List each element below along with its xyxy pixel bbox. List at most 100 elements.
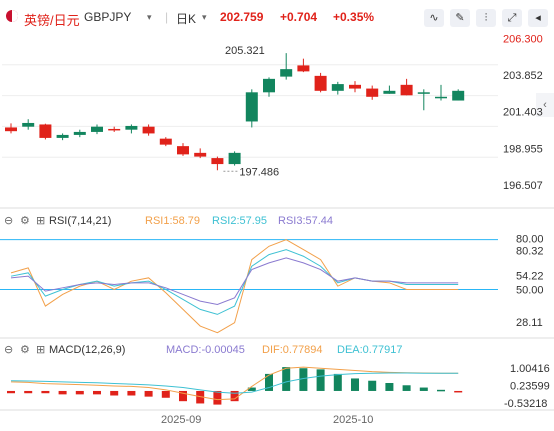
macd-histogram-bar bbox=[7, 390, 15, 394]
rsi-panel-header: ⊖ ⚙ ⊞ RSI(7,14,21) RSI1:58.79 RSI2:57.95… bbox=[4, 215, 333, 227]
rsi-tick-label: 50.00 bbox=[516, 284, 544, 296]
price-tick-label: 198.955 bbox=[503, 143, 543, 155]
header-divider: | bbox=[165, 10, 169, 24]
draw-icon[interactable]: ✎ bbox=[450, 9, 470, 27]
macd-name: MACD(12,26,9) bbox=[49, 344, 125, 356]
macd-histogram-bar bbox=[265, 373, 273, 391]
candle-body bbox=[417, 92, 430, 94]
symbol-label[interactable]: GBPJPY bbox=[84, 10, 132, 24]
rsi-series-line-rsi2 bbox=[10, 249, 459, 315]
macd-histogram-bar bbox=[161, 390, 170, 398]
price-change-pct: +0.35% bbox=[333, 10, 375, 24]
macd-histogram-bar bbox=[24, 390, 33, 394]
high-annotation-label: 205.321 bbox=[225, 45, 265, 57]
dea-value: DEA:0.77917 bbox=[337, 344, 402, 356]
macd-histogram-bar bbox=[144, 390, 153, 397]
macd-dif-line bbox=[10, 366, 459, 401]
macd-histogram-bar bbox=[247, 387, 256, 391]
price-tick-label: 201.403 bbox=[503, 107, 543, 119]
candle-body bbox=[366, 88, 379, 97]
dif-value: DIF:0.77894 bbox=[262, 344, 323, 356]
macd-histogram-bar bbox=[213, 390, 222, 405]
pair-label[interactable]: 英镑/日元 bbox=[24, 13, 80, 28]
price-change: +0.704 bbox=[280, 10, 318, 24]
symbol-chevron-down-icon[interactable]: ▾ bbox=[147, 12, 152, 22]
macd-table-icon[interactable]: ⊞ bbox=[36, 344, 45, 356]
candle-body bbox=[228, 152, 241, 165]
macd-tick-label: 0.23599 bbox=[510, 381, 550, 393]
candle-body bbox=[331, 84, 344, 91]
price-tick-label: 206.300 bbox=[503, 33, 543, 45]
price-tick-label: 196.507 bbox=[503, 180, 543, 192]
candle-body bbox=[245, 92, 258, 122]
date-tick-label: 2025-09 bbox=[161, 414, 201, 426]
candle-body bbox=[5, 127, 17, 132]
price-axis: 206.300 203.852 201.403 198.955 196.507 bbox=[503, 33, 543, 191]
candle-body bbox=[108, 128, 121, 131]
macd-settings-gear-icon[interactable]: ⚙ bbox=[20, 344, 30, 356]
macd-histogram-bar bbox=[385, 383, 394, 391]
candle-body bbox=[73, 131, 86, 135]
macd-value: MACD:-0.00045 bbox=[166, 344, 245, 356]
rsi-settings-gear-icon[interactable]: ⚙ bbox=[20, 215, 30, 227]
macd-tick-label: 1.00416 bbox=[510, 363, 550, 375]
macd-histogram-bar bbox=[110, 390, 119, 396]
fullscreen-icon[interactable]: ⤢ bbox=[502, 9, 522, 27]
macd-histogram-bar bbox=[93, 390, 101, 395]
candle-body bbox=[452, 90, 465, 101]
candle-body bbox=[159, 138, 172, 145]
date-axis: 2025-09 2025-10 bbox=[161, 414, 373, 426]
macd-histogram-bar bbox=[127, 390, 136, 396]
rsi1-value: RSI1:58.79 bbox=[145, 215, 200, 227]
rsi2-value: RSI2:57.95 bbox=[212, 215, 267, 227]
macd-hide-icon[interactable]: ⊖ bbox=[4, 344, 13, 356]
macd-histogram-bar bbox=[58, 390, 67, 395]
candlestick-series bbox=[5, 53, 465, 171]
candle-body bbox=[297, 65, 310, 72]
rsi-hide-icon[interactable]: ⊖ bbox=[4, 215, 13, 227]
price-annotations: 205.321 197.486 bbox=[223, 45, 279, 178]
rsi-table-icon[interactable]: ⊞ bbox=[36, 215, 45, 227]
indicator-icon[interactable]: ∿ bbox=[424, 9, 444, 27]
gbp-flag-icon bbox=[6, 10, 18, 22]
rsi-tick-label: 80.00 bbox=[516, 234, 544, 246]
candle-body bbox=[263, 78, 275, 93]
chart-header: 英镑/日元 GBPJPY ▾ | 日K ▾ 202.759 +0.704 +0.… bbox=[0, 0, 554, 34]
macd-histogram-bar bbox=[368, 380, 377, 391]
compare-icon[interactable]: ⫶ bbox=[476, 9, 496, 27]
candle-body bbox=[56, 134, 69, 138]
collapse-icon[interactable]: ◂ bbox=[528, 9, 548, 27]
candle-body bbox=[91, 126, 103, 132]
price-tick-label: 203.852 bbox=[503, 70, 543, 82]
macd-histogram-bar bbox=[299, 368, 308, 391]
macd-histogram-bar bbox=[230, 390, 239, 402]
timeframe-chevron-down-icon[interactable]: ▾ bbox=[202, 12, 207, 22]
macd-dea-line bbox=[10, 372, 459, 394]
timeframe-label[interactable]: 日K bbox=[176, 12, 197, 26]
candle-body bbox=[400, 84, 413, 96]
macd-histogram-bar bbox=[282, 367, 291, 391]
price-axis-collapse-icon[interactable]: ‹ bbox=[536, 93, 554, 117]
macd-panel: 1.00416 0.23599 -0.53218 bbox=[7, 363, 550, 410]
macd-histogram-bar bbox=[75, 390, 84, 395]
candle-body bbox=[39, 124, 52, 138]
rsi-tick-label: 28.11 bbox=[516, 317, 543, 329]
macd-histogram-bar bbox=[402, 385, 411, 391]
macd-histogram-bar bbox=[196, 390, 205, 404]
candle-body bbox=[211, 158, 224, 165]
macd-histogram-bar bbox=[333, 373, 342, 391]
rsi3-value: RSI3:57.44 bbox=[278, 215, 333, 227]
macd-histogram-bar bbox=[454, 390, 463, 393]
rsi-name: RSI(7,14,21) bbox=[49, 215, 111, 227]
macd-histogram-bar bbox=[179, 390, 187, 402]
candle-body bbox=[194, 152, 207, 157]
macd-panel-header: ⊖ ⚙ ⊞ MACD(12,26,9) MACD:-0.00045 DIF:0.… bbox=[4, 344, 402, 356]
macd-histogram-bar bbox=[316, 369, 325, 391]
candle-body bbox=[349, 84, 361, 89]
macd-tick-label: -0.53218 bbox=[504, 398, 547, 410]
macd-histogram-bar bbox=[437, 389, 445, 392]
macd-histogram-bar bbox=[351, 378, 359, 391]
rsi-series-line-rsi3 bbox=[10, 257, 459, 305]
